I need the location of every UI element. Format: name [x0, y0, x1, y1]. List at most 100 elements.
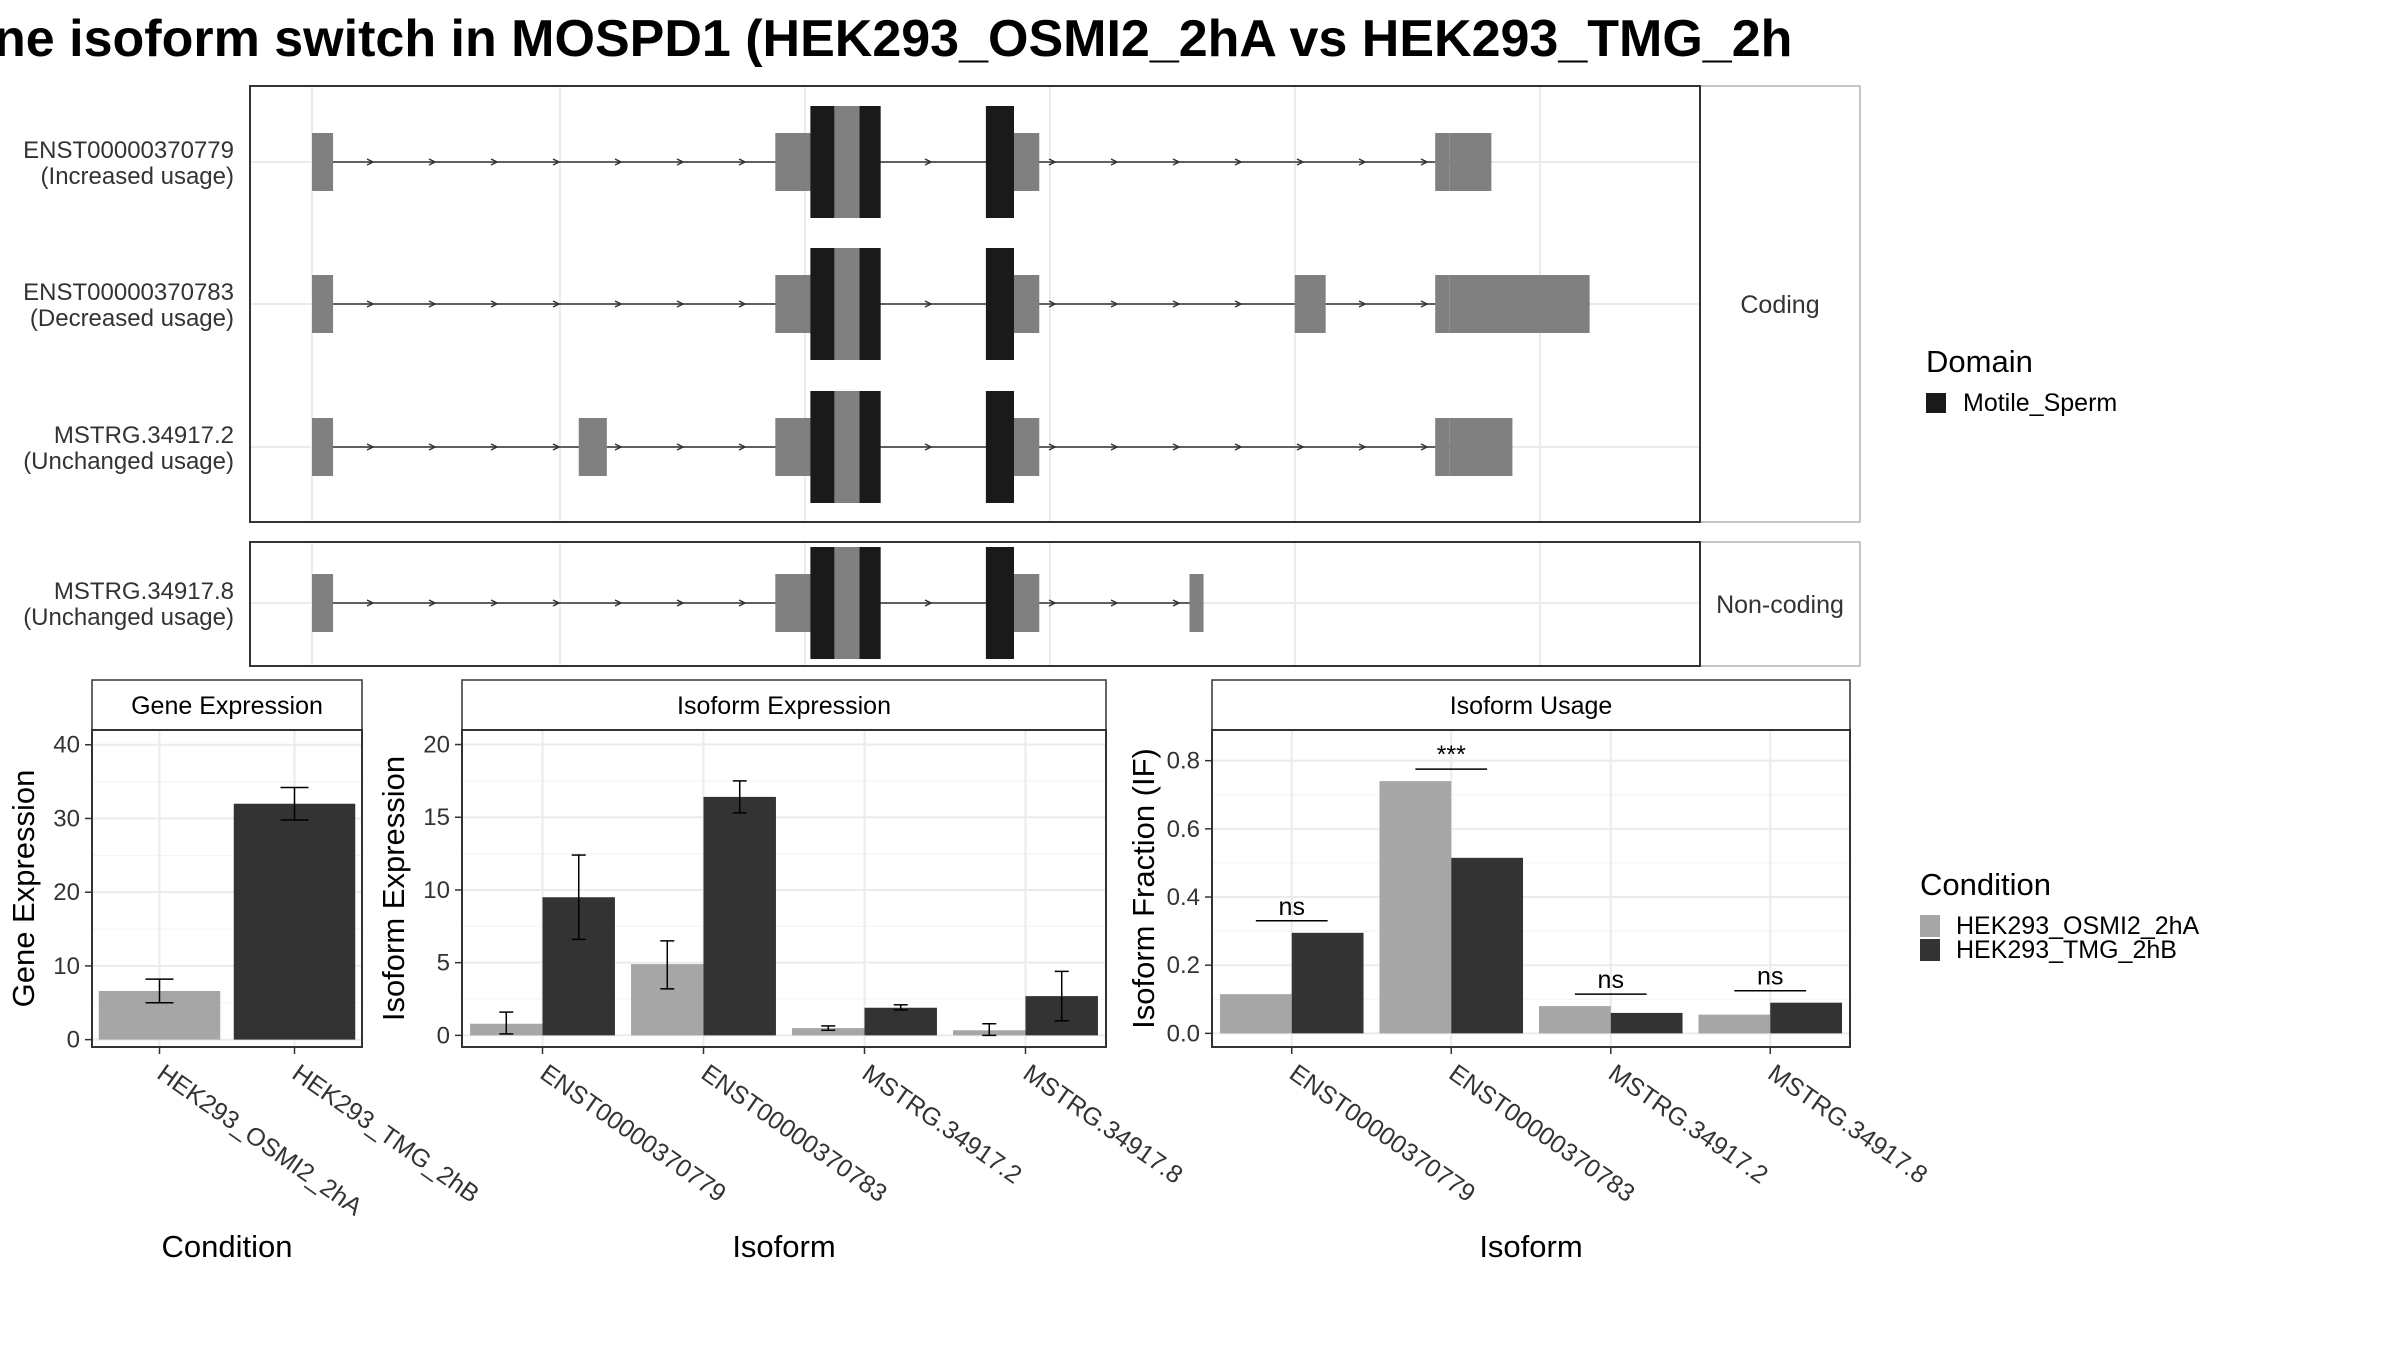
intron-arrow	[676, 158, 685, 166]
facet-strip-label: Gene Expression	[131, 692, 323, 720]
isoform-label: MSTRG.34917.2	[54, 422, 234, 449]
y-tick-label: 15	[423, 804, 450, 831]
facet-strip	[91, 679, 363, 731]
intron-arrow	[924, 599, 933, 607]
y-tick-label: 0.6	[1167, 816, 1200, 843]
y-tick-label: 0.8	[1167, 748, 1200, 775]
facet-strip-label: Isoform Usage	[1450, 692, 1613, 720]
exon	[1014, 418, 1040, 476]
intron-arrow	[1110, 158, 1119, 166]
exon	[312, 275, 334, 333]
bar	[703, 796, 776, 1036]
intron-arrow	[552, 599, 561, 607]
intron-arrow	[1048, 300, 1057, 308]
intron-arrow	[1234, 300, 1243, 308]
intron-arrow	[428, 158, 437, 166]
x-tick-label: MSTRG.34917.8	[1763, 1059, 1933, 1190]
intron-arrow	[676, 443, 685, 451]
exon	[312, 574, 334, 632]
legend-title: Domain	[1926, 344, 2033, 379]
exon	[312, 418, 334, 476]
legend-label: HEK293_TMG_2hB	[1956, 936, 2177, 964]
legend-key	[1920, 939, 1940, 961]
domain-region	[985, 106, 1014, 218]
intron-arrow	[1420, 158, 1429, 166]
isoform-usage-label: (Unchanged usage)	[23, 448, 234, 475]
y-tick-label: 0.2	[1167, 952, 1200, 979]
panel-strip	[1699, 541, 1861, 667]
y-tick-label: 40	[53, 732, 80, 759]
domain-region	[810, 248, 835, 360]
bar	[1698, 1014, 1771, 1034]
intron-arrow	[1358, 443, 1367, 451]
exon	[578, 418, 607, 476]
intron-arrow	[924, 443, 933, 451]
y-tick-label: 0	[437, 1022, 450, 1049]
y-tick-label: 5	[437, 950, 450, 977]
intron-arrow	[1172, 300, 1181, 308]
gene-panel-border	[249, 85, 1701, 523]
intron-arrow	[490, 443, 499, 451]
intron-arrow	[676, 599, 685, 607]
intron-arrow	[924, 300, 933, 308]
bar	[1379, 781, 1452, 1034]
gene-panel-border	[249, 541, 1701, 667]
intron-arrow	[1048, 599, 1057, 607]
y-tick-label: 10	[423, 877, 450, 904]
y-tick-label: 0	[67, 1027, 80, 1054]
significance-label: ns	[1598, 966, 1624, 994]
intron-arrow	[552, 443, 561, 451]
intron-arrow	[428, 599, 437, 607]
domain-region	[859, 391, 881, 503]
intron-arrow	[1420, 443, 1429, 451]
x-tick-label: MSTRG.34917.2	[1603, 1059, 1773, 1190]
domain-region	[859, 248, 881, 360]
exon	[1294, 275, 1326, 333]
intron-arrow	[366, 158, 375, 166]
intron-arrow	[490, 158, 499, 166]
legend-title: Condition	[1920, 867, 2051, 902]
intron-arrow	[1172, 443, 1181, 451]
intron-arrow	[1172, 158, 1181, 166]
x-tick-label: MSTRG.34917.8	[1018, 1059, 1188, 1190]
intron-arrow	[614, 599, 623, 607]
legend-key	[1920, 915, 1940, 937]
bar	[1219, 994, 1292, 1034]
intron-arrow	[1358, 158, 1367, 166]
y-tick-label: 30	[53, 805, 80, 832]
isoform-usage-label: (Increased usage)	[41, 163, 234, 190]
intron-arrow	[1296, 158, 1305, 166]
intron-arrow	[1172, 599, 1181, 607]
domain-region	[810, 391, 835, 503]
intron-arrow	[738, 158, 747, 166]
intron-arrow	[552, 158, 561, 166]
intron-arrow	[676, 300, 685, 308]
intron-arrow	[552, 300, 561, 308]
y-axis-title: Isoform Fraction (IF)	[1126, 748, 1161, 1029]
bar	[1451, 857, 1524, 1034]
y-tick-label: 20	[53, 879, 80, 906]
legend-label: Motile_Sperm	[1963, 389, 2117, 417]
intron-arrow	[428, 443, 437, 451]
intron-arrow	[1110, 300, 1119, 308]
facet-strip-label: Isoform Expression	[677, 692, 891, 720]
bar	[864, 1007, 937, 1036]
y-axis-title: Isoform Expression	[376, 756, 411, 1021]
bar	[792, 1028, 865, 1036]
intron-arrow	[614, 443, 623, 451]
significance-label: ns	[1279, 893, 1305, 921]
exon	[1014, 574, 1040, 632]
panel-strip	[1699, 85, 1861, 523]
intron-arrow	[428, 300, 437, 308]
domain-region	[859, 106, 881, 218]
exon	[1449, 133, 1492, 191]
y-axis-title: Gene Expression	[6, 770, 41, 1008]
intron-arrow	[1048, 158, 1057, 166]
domain-region	[985, 547, 1014, 659]
panel-border	[461, 729, 1107, 1048]
y-tick-label: 10	[53, 953, 80, 980]
domain-region	[810, 547, 835, 659]
x-tick-label: MSTRG.34917.2	[857, 1059, 1027, 1190]
y-tick-label: 0.4	[1167, 884, 1200, 911]
